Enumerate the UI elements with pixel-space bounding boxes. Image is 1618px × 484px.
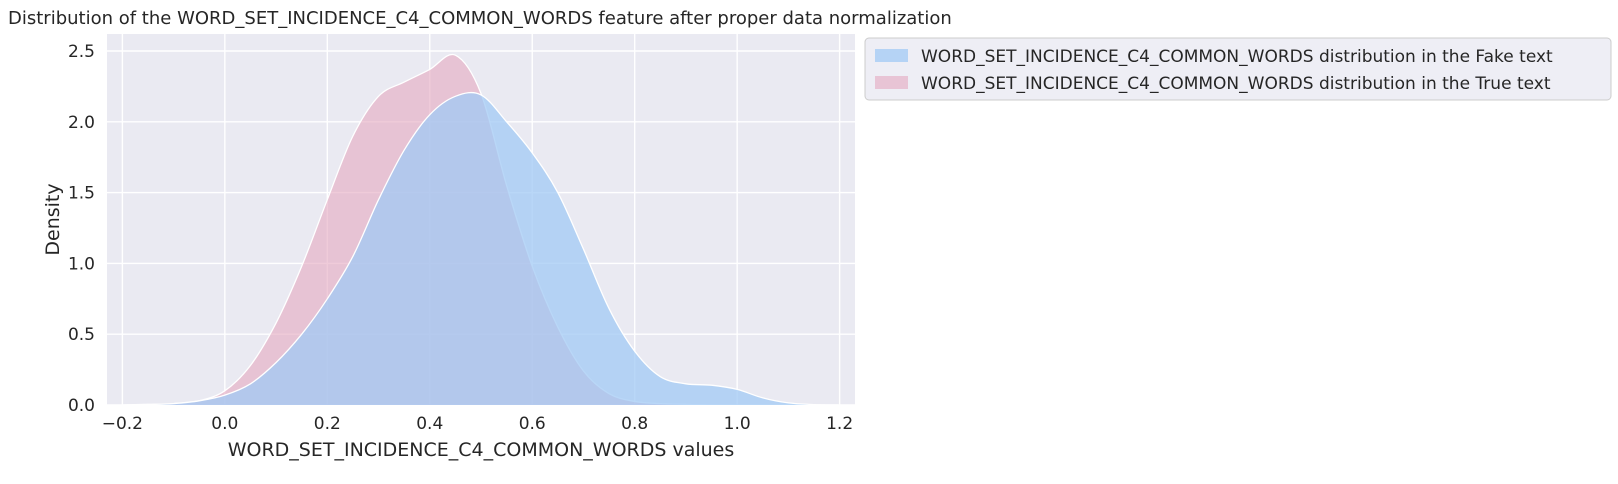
x-tick-label: 0.8 — [621, 414, 648, 434]
chart-title: Distribution of the WORD_SET_INCIDENCE_C… — [8, 8, 952, 29]
fake-density-area — [122, 92, 840, 405]
legend-label-fake: WORD_SET_INCIDENCE_C4_COMMON_WORDS distr… — [921, 47, 1553, 67]
y-tick-label: 0.0 — [68, 396, 95, 416]
y-tick-label: 2.0 — [68, 113, 95, 133]
y-tick-label: 2.5 — [68, 42, 95, 62]
x-tick-label: 0.4 — [416, 414, 443, 434]
legend: WORD_SET_INCIDENCE_C4_COMMON_WORDS distr… — [864, 37, 1612, 101]
x-tick-label: 0.0 — [211, 414, 238, 434]
y-axis-label: Density — [42, 183, 64, 255]
legend-label-true: WORD_SET_INCIDENCE_C4_COMMON_WORDS distr… — [921, 74, 1551, 94]
x-tick-label: 0.2 — [314, 414, 341, 434]
legend-swatch-true — [875, 76, 908, 89]
y-tick-label: 1.5 — [68, 184, 95, 204]
fake-density-line — [122, 91, 840, 406]
x-axis-label: WORD_SET_INCIDENCE_C4_COMMON_WORDS value… — [228, 439, 735, 461]
y-tick-label: 1.0 — [68, 254, 95, 274]
density-areas — [122, 53, 840, 406]
x-tick-label: 0.6 — [519, 414, 546, 434]
x-tick-label: −0.2 — [102, 414, 143, 434]
x-tick-label: 1.0 — [724, 414, 751, 434]
legend-swatch-fake — [875, 49, 908, 62]
x-axis-ticks: −0.2 0.0 0.2 0.4 0.6 0.8 1.0 1.2 — [102, 414, 853, 434]
x-tick-label: 1.2 — [826, 414, 853, 434]
y-tick-label: 0.5 — [68, 325, 95, 345]
y-axis-ticks: 0.0 0.5 1.0 1.5 2.0 2.5 — [68, 42, 95, 416]
legend-box — [864, 37, 1612, 101]
